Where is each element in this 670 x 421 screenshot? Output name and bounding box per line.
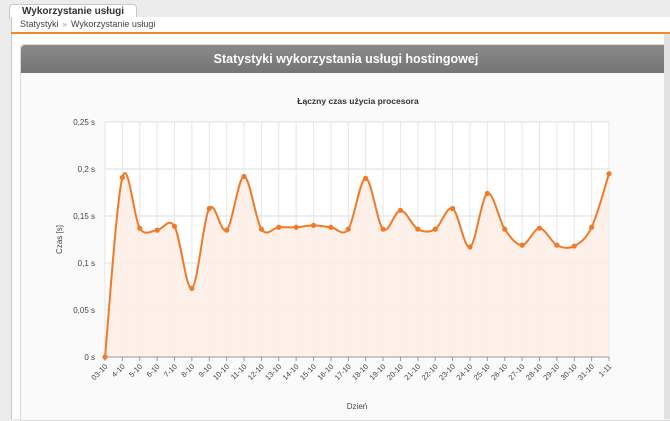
x-tick-label: 20-10: [385, 362, 405, 382]
x-tick-label: 12-10: [246, 362, 266, 382]
x-tick-label: 26-10: [489, 362, 509, 382]
x-tick-label: 5-10: [127, 362, 144, 379]
data-point: [467, 244, 473, 250]
x-tick-label: 24-10: [454, 362, 474, 382]
y-tick-label: 0,1 s: [78, 259, 95, 268]
vertical-scrollbar[interactable]: [664, 34, 670, 419]
data-point: [154, 227, 160, 233]
data-point: [345, 226, 351, 232]
x-axis-label: Dzień: [347, 402, 367, 411]
y-tick-label: 0,25 s: [73, 118, 95, 127]
y-tick-label: 0,15 s: [73, 212, 95, 221]
x-tick-label: 29-10: [541, 362, 561, 382]
x-tick-label: 30-10: [559, 362, 579, 382]
data-point: [363, 175, 369, 181]
y-axis-label: Czas [s]: [55, 225, 64, 254]
cpu-time-chart: 0 s 0,05 s 0,1 s 0,15 s 0,2 s 0,25 s 03-10 4-10…: [55, 96, 614, 411]
x-tick-label: 1-11: [597, 362, 614, 379]
data-point: [310, 222, 317, 228]
y-tick-label: 0,05 s: [73, 306, 95, 315]
x-tick-label: 19-10: [368, 362, 388, 382]
data-point: [502, 226, 508, 232]
data-point: [380, 226, 386, 232]
data-point: [137, 225, 143, 231]
x-tick-label: 18-10: [350, 362, 370, 382]
data-point: [119, 174, 125, 181]
data-point: [449, 205, 456, 212]
data-point: [328, 224, 334, 230]
x-tick-label: 10-10: [211, 362, 231, 382]
x-tick-label: 7-10: [162, 362, 179, 379]
data-point: [589, 224, 595, 230]
data-point: [276, 224, 282, 230]
data-point: [571, 243, 577, 249]
data-point: [171, 223, 178, 229]
x-tick-label: 27-10: [507, 362, 527, 382]
x-tick-label: 23-10: [437, 362, 457, 382]
data-point: [432, 226, 438, 232]
x-tick-label: 28-10: [524, 362, 544, 382]
data-point: [102, 354, 108, 360]
x-tick-label: 17-10: [333, 362, 353, 382]
x-tick-label: 31-10: [576, 362, 596, 382]
data-point: [189, 285, 195, 291]
y-tick-label: 0 s: [84, 353, 95, 362]
data-point: [519, 242, 525, 248]
x-tick-label: 21-10: [402, 362, 422, 382]
data-point: [258, 226, 265, 232]
x-tick-label: 14-10: [281, 362, 301, 382]
breadcrumb-link-statystyki[interactable]: Statystyki: [20, 19, 59, 29]
data-point: [606, 171, 612, 177]
data-point: [484, 190, 490, 197]
y-tick-label: 0,2 s: [78, 165, 95, 174]
data-point: [397, 207, 404, 213]
x-tick-label: 4-10: [110, 362, 127, 379]
x-tick-label: 03-10: [89, 362, 109, 382]
x-tick-label: 22-10: [420, 362, 440, 382]
x-tick-label: 13-10: [263, 362, 283, 382]
breadcrumb-current: Wykorzystanie usługi: [70, 19, 156, 29]
x-tick-label: 6-10: [145, 362, 162, 379]
stats-panel: Statystyki wykorzystania usługi hostingo…: [20, 44, 670, 421]
data-point: [415, 226, 421, 232]
data-point: [293, 224, 299, 230]
data-point: [536, 225, 543, 231]
accent-divider: [11, 32, 670, 34]
x-tick-label: 8-10: [179, 362, 196, 379]
panel-title: Statystyki wykorzystania usługi hostingo…: [21, 45, 670, 73]
series-area: [105, 173, 609, 357]
x-tick-label: 25-10: [472, 362, 492, 382]
tab-bar: Wykorzystanie usługi: [0, 0, 670, 19]
x-tick-label: 16-10: [315, 362, 335, 382]
data-point: [206, 205, 212, 212]
data-point: [241, 173, 247, 180]
breadcrumb-separator: »: [62, 20, 67, 29]
x-tick-label: 11-10: [229, 362, 249, 382]
data-point: [554, 242, 560, 248]
data-point: [224, 227, 230, 233]
x-tick-label: 15-10: [298, 362, 318, 382]
chart-title: Łączny czas użycia procesora: [297, 96, 419, 106]
tab-wykorzystanie-uslugi[interactable]: Wykorzystanie usługi: [9, 4, 138, 19]
breadcrumb: Statystyki» Wykorzystanie usługi: [11, 17, 670, 32]
